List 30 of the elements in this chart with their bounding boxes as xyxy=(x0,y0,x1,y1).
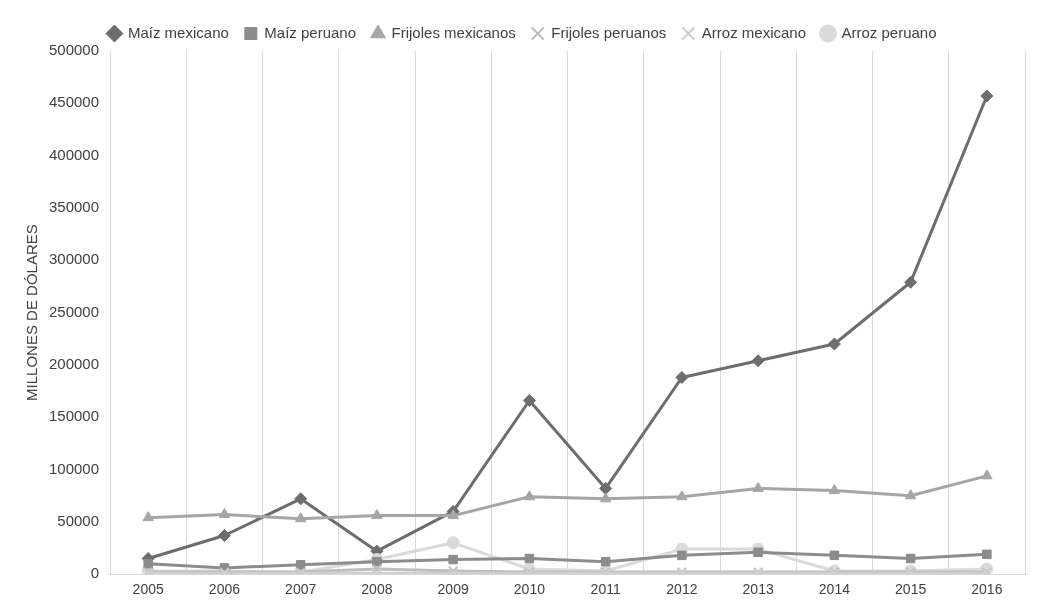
legend-label: Maíz peruano xyxy=(264,23,357,41)
y-tick-label: 300000 xyxy=(48,250,100,268)
x-tick-label: 2010 xyxy=(513,581,546,598)
y-tick-label: 500000 xyxy=(48,41,100,59)
legend-label: Maíz mexicano xyxy=(127,23,229,41)
y-tick-label: 350000 xyxy=(48,198,100,216)
legend-label: Arroz mexicano xyxy=(701,23,806,41)
y-tick-label: 50000 xyxy=(57,512,100,530)
y-tick-label: 150000 xyxy=(48,407,100,425)
x-tick-label: 2013 xyxy=(742,581,774,598)
legend-label: Arroz peruano xyxy=(841,23,937,41)
x-tick-label: 2012 xyxy=(666,581,698,598)
x-tick-label: 2011 xyxy=(590,581,621,598)
y-tick-label: 250000 xyxy=(48,302,100,320)
x-tick-label: 2014 xyxy=(818,581,851,598)
y-tick-label: 200000 xyxy=(48,355,100,373)
y-tick-label: 400000 xyxy=(48,145,100,163)
x-tick-label: 2006 xyxy=(208,581,241,598)
y-axis-title: MILLONES DE DÓLARES xyxy=(23,224,41,401)
legend-label: Frijoles mexicanos xyxy=(391,23,516,41)
y-tick-label: 100000 xyxy=(48,459,100,477)
x-tick-label: 2009 xyxy=(437,581,469,598)
x-tick-label: 2007 xyxy=(285,581,317,598)
x-tick-label: 2008 xyxy=(361,581,393,598)
x-tick-label: 2016 xyxy=(971,581,1003,598)
x-tick-label: 2015 xyxy=(895,581,927,598)
legend-label: Frijoles peruanos xyxy=(551,23,667,41)
y-tick-label: 0 xyxy=(90,564,100,582)
x-tick-label: 2005 xyxy=(132,581,164,598)
y-tick-label: 450000 xyxy=(48,93,100,111)
